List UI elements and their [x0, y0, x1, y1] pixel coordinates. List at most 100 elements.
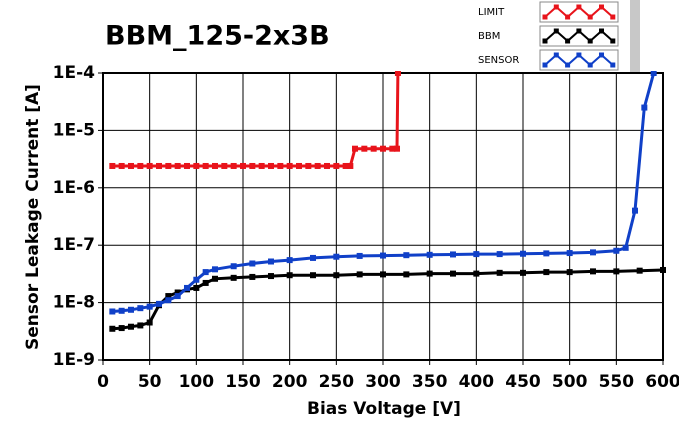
point-marker [109, 325, 116, 332]
legend-marker [553, 28, 559, 34]
point-marker [342, 162, 349, 169]
legend-label: SENSOR [478, 55, 519, 66]
x-tick-label: 150 [225, 372, 261, 392]
legend-swatch-box [539, 25, 619, 47]
point-marker [156, 300, 162, 307]
point-marker [324, 162, 330, 169]
point-marker [230, 263, 237, 270]
point-marker [394, 71, 401, 76]
point-marker [156, 162, 162, 169]
legend-marker [587, 62, 593, 68]
legend-marker [610, 14, 616, 20]
point-marker [389, 145, 396, 152]
legend-swatch-box [539, 49, 619, 71]
legend-marker [565, 62, 571, 68]
point-marker [165, 297, 172, 304]
point-marker [193, 284, 200, 291]
legend-marker [576, 4, 582, 10]
series-group [109, 71, 666, 332]
point-marker [109, 162, 116, 169]
point-marker [520, 269, 526, 276]
x-tick-label: 500 [552, 372, 588, 392]
point-marker [137, 305, 144, 312]
legend-label: BBM [478, 31, 500, 42]
point-marker [543, 269, 550, 276]
point-marker [212, 266, 218, 273]
x-tick-label: 450 [505, 372, 541, 392]
point-marker [496, 269, 503, 276]
point-marker [613, 268, 620, 275]
point-marker [333, 162, 340, 169]
point-marker [202, 279, 209, 286]
point-marker [622, 244, 629, 251]
legend-marker [610, 38, 616, 44]
point-marker [277, 162, 284, 169]
point-marker [660, 266, 666, 273]
series-line [112, 72, 400, 168]
point-marker [356, 252, 363, 259]
y-tick-label: 1E-8 [53, 293, 95, 313]
legend-marker [553, 52, 559, 58]
legend: LIMIT BBM SENSOR [478, 1, 619, 71]
point-marker [146, 303, 153, 310]
x-tick-label: 200 [272, 372, 308, 392]
point-marker [310, 254, 316, 261]
point-marker [212, 162, 218, 169]
plot-border [102, 72, 664, 361]
legend-marker [576, 28, 582, 34]
point-marker [268, 273, 274, 280]
y-tick-label: 1E-7 [53, 235, 95, 255]
point-marker [118, 307, 125, 314]
legend-marker [553, 4, 559, 10]
legend-frame [630, 0, 640, 72]
point-marker [268, 258, 274, 265]
point-marker [347, 162, 354, 169]
x-tick-label: 300 [365, 372, 401, 392]
point-marker [258, 162, 265, 169]
point-marker [286, 272, 293, 279]
point-marker [249, 162, 256, 169]
point-marker [240, 162, 246, 169]
point-marker [305, 162, 312, 169]
point-marker [370, 145, 377, 152]
point-marker [314, 162, 321, 169]
point-marker [380, 252, 386, 259]
point-marker [496, 251, 503, 258]
point-marker [380, 145, 386, 152]
point-marker [249, 273, 256, 280]
point-marker [146, 319, 153, 326]
point-marker [380, 271, 386, 278]
x-tick-label: 50 [138, 372, 162, 392]
point-marker [636, 267, 643, 274]
y-tick-label: 1E-9 [53, 350, 95, 370]
point-marker [296, 162, 302, 169]
legend-marker [599, 28, 604, 34]
legend-label: LIMIT [478, 7, 505, 18]
point-marker [221, 162, 228, 169]
y-tick-label: 1E-4 [53, 63, 95, 83]
point-marker [543, 250, 550, 257]
point-marker [184, 162, 190, 169]
legend-marker [542, 62, 548, 68]
point-marker [118, 162, 125, 169]
point-marker [632, 207, 638, 214]
series-line [112, 72, 656, 313]
point-marker [641, 104, 648, 111]
point-marker [361, 145, 368, 152]
point-marker [333, 253, 340, 260]
point-marker [403, 252, 410, 259]
point-marker [146, 162, 153, 169]
legend-marker [565, 38, 571, 44]
y-tick-label: 1E-6 [53, 178, 95, 198]
legend-swatch-box [539, 1, 619, 23]
point-marker [193, 162, 200, 169]
point-marker [403, 271, 410, 278]
x-tick-label: 400 [459, 372, 495, 392]
point-marker [137, 162, 144, 169]
point-marker [212, 275, 218, 282]
point-marker [174, 293, 181, 300]
x-tick-label: 0 [97, 372, 109, 392]
legend-marker [542, 38, 548, 44]
legend-marker [587, 14, 593, 20]
